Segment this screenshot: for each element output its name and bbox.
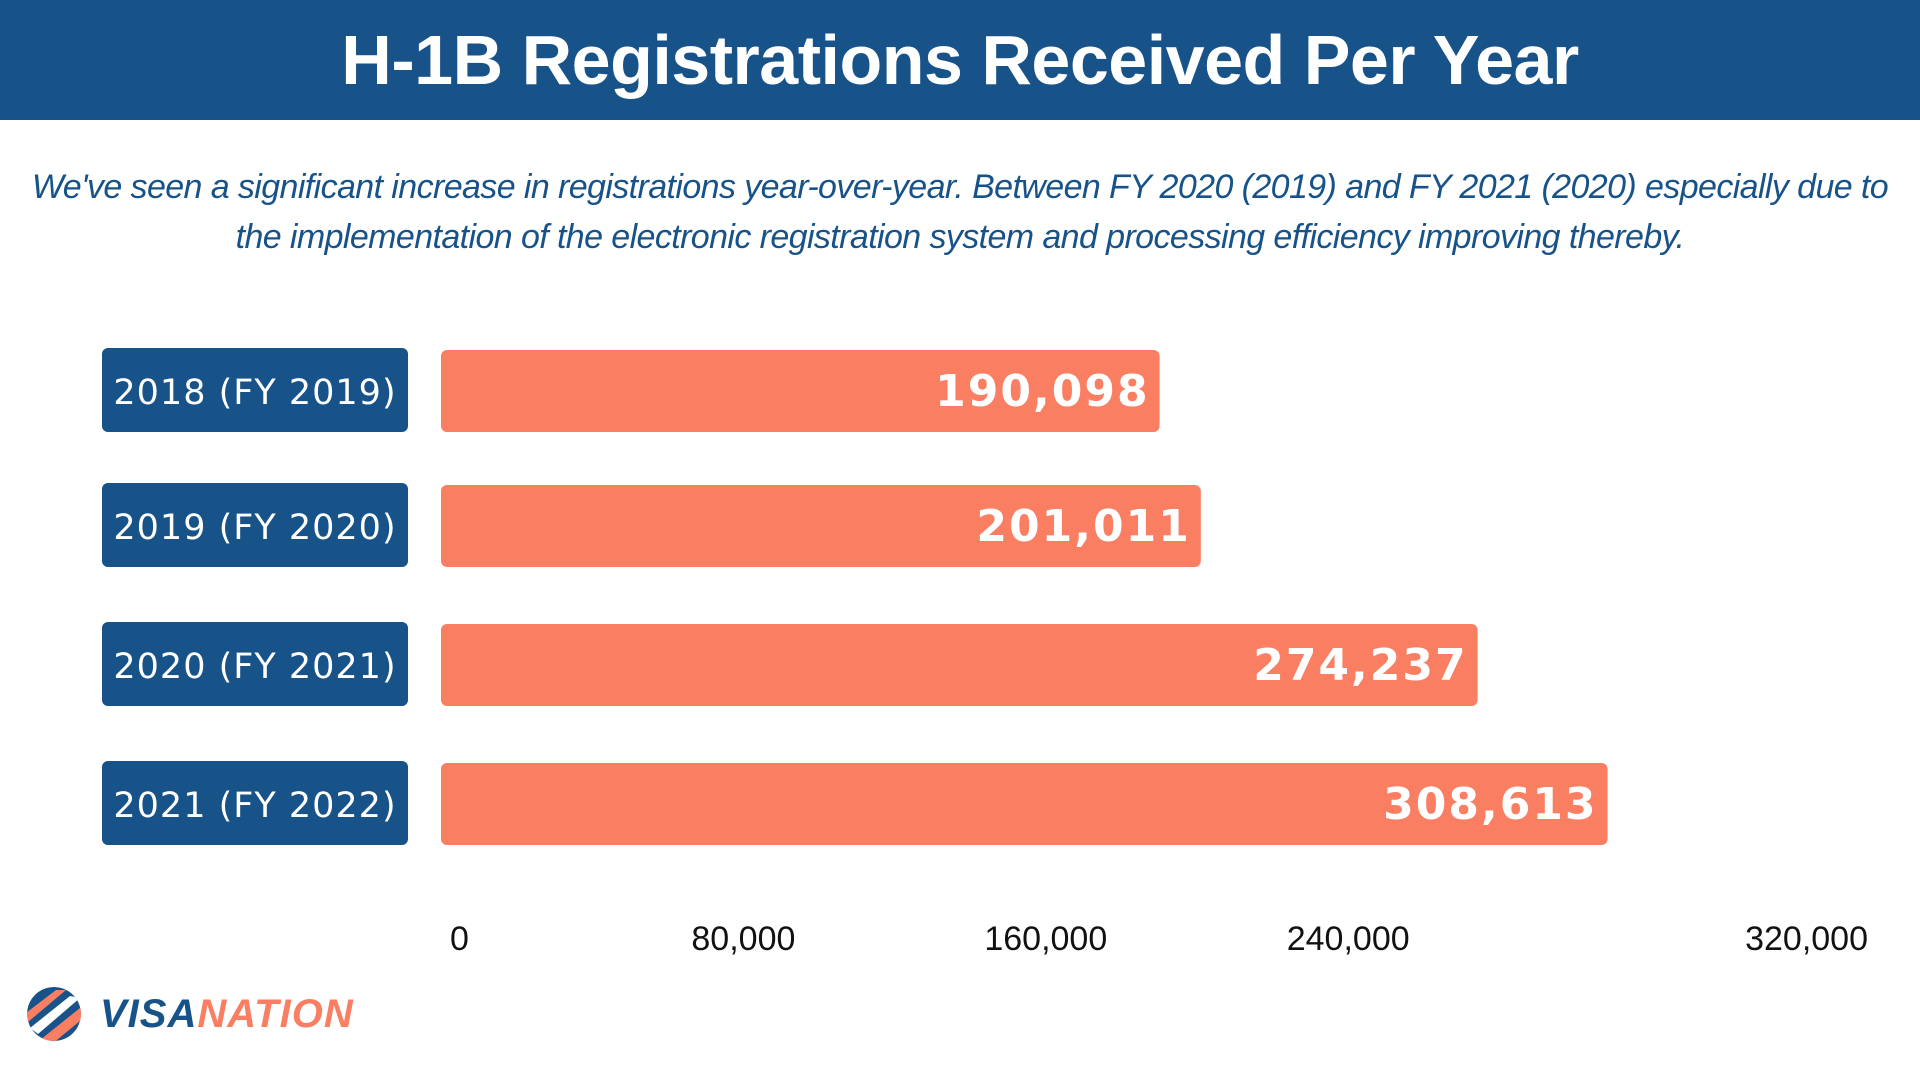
- brand-name-part-1: VISA: [100, 991, 198, 1036]
- visanation-logo-icon: [27, 987, 81, 1041]
- category-label: 2019 (FY 2020): [113, 508, 396, 548]
- brand-logo: VISANATION: [26, 982, 354, 1046]
- data-bar: [441, 485, 1201, 567]
- category-label: 2018 (FY 2019): [113, 373, 396, 413]
- data-bar: [441, 763, 1608, 845]
- chart-title: H-1B Registrations Received Per Year: [341, 21, 1579, 99]
- chart-subtitle: We've seen a significant increase in reg…: [10, 162, 1910, 262]
- x-tick-label: 160,000: [984, 920, 1107, 958]
- category-label-box: [102, 348, 408, 432]
- brand-logo-text: VISANATION: [100, 992, 354, 1037]
- data-label: 190,098: [935, 366, 1149, 417]
- brand-name-part-2: NATION: [197, 991, 354, 1036]
- subtitle-line-2: the implementation of the electronic reg…: [235, 218, 1685, 256]
- x-tick-label: 80,000: [691, 920, 795, 958]
- header-bar: H-1B Registrations Received Per Year: [0, 0, 1920, 120]
- x-tick-label: 0: [450, 920, 469, 958]
- data-label: 201,011: [976, 501, 1190, 552]
- x-tick-label: 240,000: [1287, 920, 1410, 958]
- category-label: 2020 (FY 2021): [113, 647, 396, 687]
- subtitle-line-1: We've seen a significant increase in reg…: [31, 168, 1889, 206]
- data-bar: [441, 624, 1478, 706]
- category-label: 2021 (FY 2022): [113, 786, 396, 826]
- data-label: 308,613: [1383, 779, 1597, 830]
- x-tick-label: 320,000: [1745, 920, 1868, 958]
- data-bar: [441, 350, 1160, 432]
- category-label-box: [102, 761, 408, 845]
- data-label: 274,237: [1253, 640, 1467, 691]
- category-label-box: [102, 483, 408, 567]
- category-label-box: [102, 622, 408, 706]
